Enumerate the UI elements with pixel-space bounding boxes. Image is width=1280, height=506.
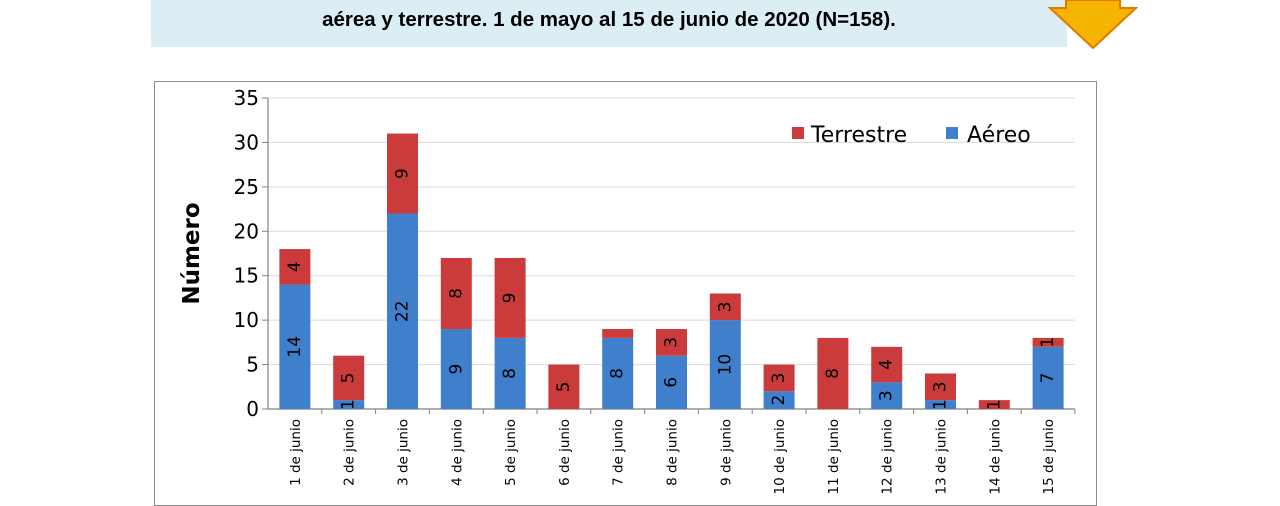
- y-tick-label: 35: [234, 86, 259, 110]
- data-label-terrestre: 1: [1038, 337, 1058, 348]
- bar-aereo: [333, 400, 365, 409]
- bar-aereo: [440, 329, 472, 409]
- data-label-terrestre: 5: [339, 372, 359, 383]
- data-label-terrestre: 9: [393, 168, 413, 179]
- bar-terrestre: [602, 329, 634, 338]
- bar-aereo: [871, 382, 903, 409]
- bar-aereo: [279, 284, 311, 409]
- bar-terrestre: [817, 337, 849, 409]
- x-tick-label: 14 de junio: [987, 419, 1003, 495]
- bar-terrestre: [279, 249, 311, 285]
- bar-terrestre: [1032, 337, 1064, 347]
- data-label-aereo: 6: [662, 377, 682, 388]
- legend-swatch: [946, 127, 958, 139]
- x-tick-label: 3 de junio: [396, 419, 412, 486]
- y-tick-label: 10: [234, 308, 259, 332]
- data-label-terrestre: 1: [984, 399, 1004, 410]
- data-label-terrestre: 5: [554, 381, 574, 392]
- x-tick-label: 10 de junio: [772, 419, 788, 495]
- x-tick-label: 7 de junio: [611, 419, 627, 486]
- y-axis-title: Número: [179, 202, 205, 304]
- data-label-aereo: 8: [500, 368, 520, 379]
- bar-aereo: [925, 400, 956, 409]
- data-label-aereo: 14: [285, 336, 305, 358]
- bar-terrestre: [925, 373, 956, 401]
- bar-aereo: [709, 320, 741, 409]
- data-label-aereo: 22: [393, 300, 413, 322]
- data-label-aereo: 1: [931, 399, 951, 410]
- x-tick-label: 5 de junio: [503, 419, 519, 486]
- x-tick-label: 6 de junio: [557, 419, 573, 486]
- data-label-terrestre: 3: [662, 337, 682, 348]
- bar-terrestre: [871, 346, 903, 383]
- legend-swatch: [792, 127, 804, 139]
- x-tick-label: 2 de junio: [342, 419, 358, 486]
- data-label-terrestre: 4: [877, 359, 897, 370]
- legend-label: Terrestre: [810, 123, 907, 148]
- bar-terrestre: [978, 400, 1010, 409]
- bar-terrestre: [763, 364, 795, 392]
- data-label-terrestre: 3: [931, 381, 951, 392]
- data-label-aereo: 10: [715, 354, 735, 376]
- y-tick-label: 0: [246, 397, 259, 421]
- data-label-aereo: 7: [1038, 372, 1058, 383]
- data-label-aereo: 9: [446, 364, 466, 375]
- data-label-terrestre: 9: [500, 293, 520, 304]
- chart-frame: 0 5 10 15 20 25 30 35 Número 14 4 1 de junio 1 5 2 de …: [154, 81, 1097, 506]
- bar-aereo: [494, 337, 526, 409]
- data-label-aereo: 1: [339, 399, 359, 410]
- y-tick-label: 5: [246, 353, 259, 377]
- y-tick-label: 30: [234, 130, 259, 154]
- x-tick-label: 11 de junio: [826, 419, 842, 495]
- bar-terrestre: [548, 364, 580, 409]
- title-banner: aérea y terrestre. 1 de mayo al 15 de ju…: [151, 0, 1067, 47]
- data-label-terrestre: 3: [715, 301, 735, 312]
- data-label-terrestre: 4: [285, 261, 305, 272]
- bar-aereo: [1032, 346, 1064, 409]
- x-tick-label: 4 de junio: [449, 419, 465, 486]
- x-tick-label: 15 de junio: [1041, 419, 1057, 495]
- data-label-terrestre: 3: [769, 372, 789, 383]
- data-label-terrestre: 8: [823, 368, 843, 379]
- x-tick-label: 9 de junio: [718, 419, 734, 486]
- arrow-down-icon: [1048, 0, 1138, 50]
- bar-terrestre: [494, 257, 526, 338]
- data-label-aereo: 3: [877, 390, 897, 401]
- bar-terrestre: [333, 355, 365, 401]
- y-tick-label: 25: [234, 175, 259, 199]
- bar-aereo: [656, 355, 687, 409]
- bar-aereo: [763, 391, 795, 409]
- bar-aereo: [387, 213, 418, 409]
- x-tick-label: 13 de junio: [934, 419, 950, 495]
- y-tick-label: 20: [234, 219, 259, 243]
- bar-aereo: [602, 337, 634, 409]
- bar-terrestre: [709, 293, 741, 321]
- x-tick-label: 8 de junio: [665, 419, 681, 486]
- bar-terrestre: [387, 133, 418, 214]
- data-label-terrestre: 8: [446, 288, 466, 299]
- x-tick-label: 12 de junio: [880, 419, 896, 495]
- data-label-aereo: 2: [769, 395, 789, 406]
- chart-title: aérea y terrestre. 1 de mayo al 15 de ju…: [322, 8, 896, 31]
- y-tick-label: 15: [234, 264, 259, 288]
- bar-terrestre: [656, 329, 687, 356]
- x-tick-label: 1 de junio: [288, 419, 304, 486]
- data-label-aereo: 8: [608, 368, 628, 379]
- legend-label: Aéreo: [967, 123, 1031, 148]
- bar-terrestre: [440, 257, 472, 330]
